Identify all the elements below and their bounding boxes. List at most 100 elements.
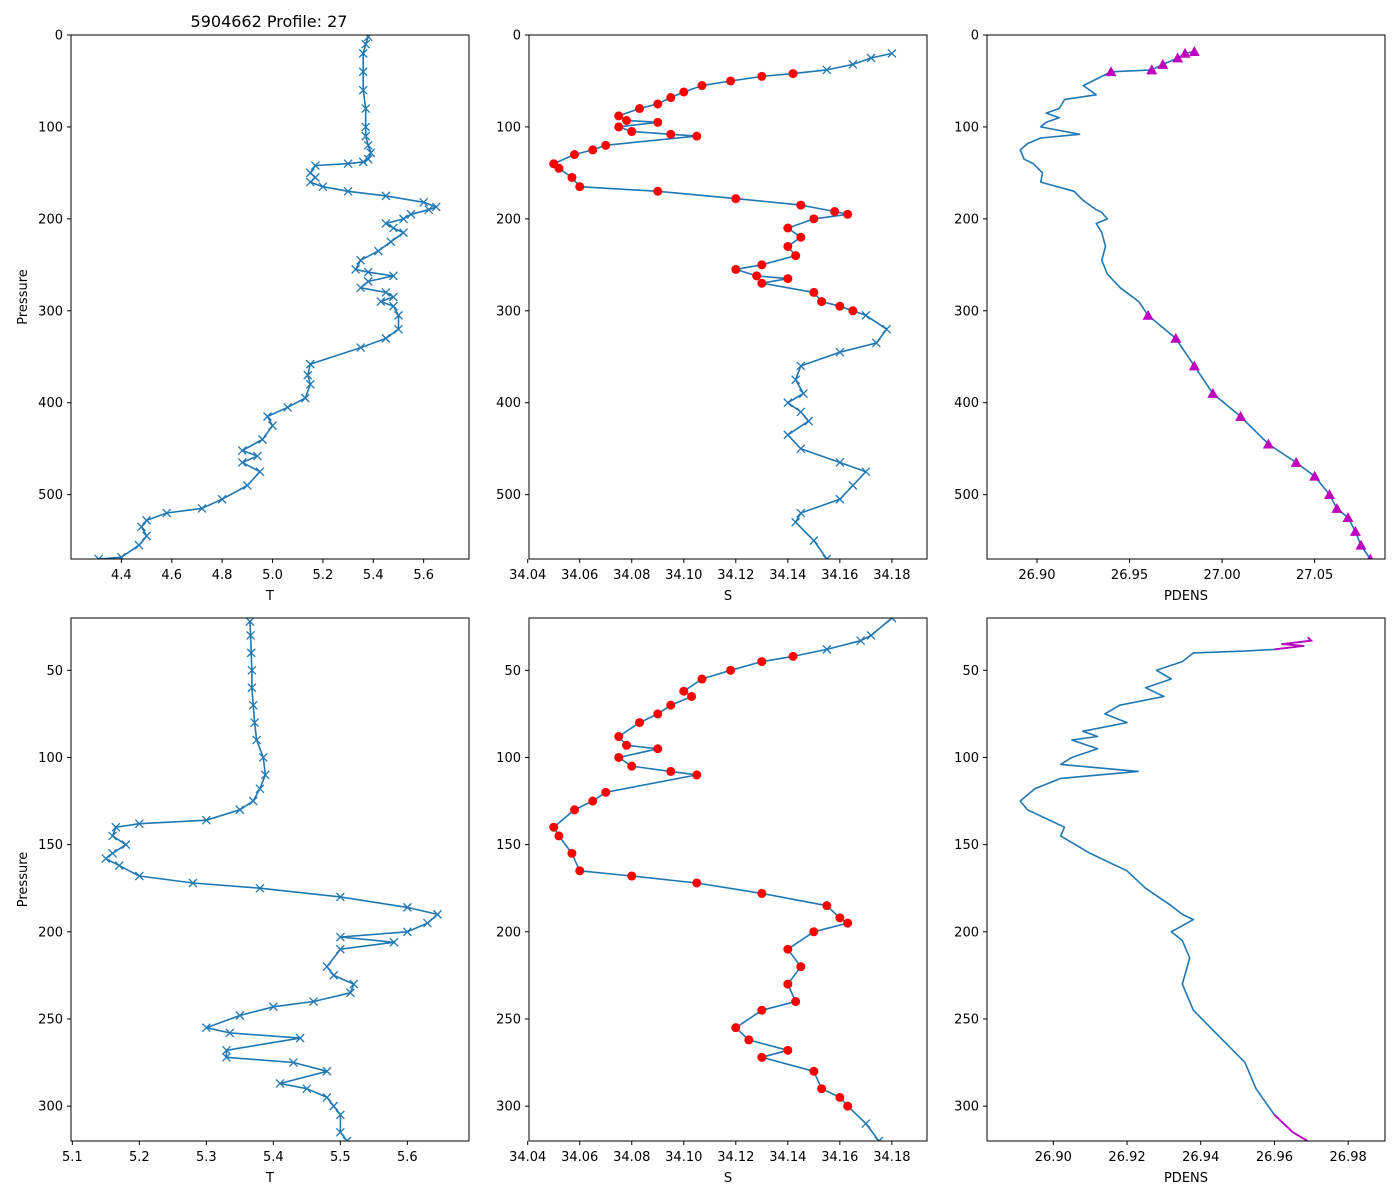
data-point-circle bbox=[783, 274, 793, 284]
data-point-x bbox=[356, 283, 366, 293]
data-point-circle bbox=[809, 1066, 819, 1076]
y-tick-label: 300 bbox=[954, 304, 979, 319]
x-axis-label: S bbox=[724, 589, 732, 604]
data-point-x bbox=[887, 618, 897, 623]
data-point-circle bbox=[653, 186, 663, 196]
data-point-circle bbox=[731, 1023, 741, 1033]
x-tick-label: 34.12 bbox=[717, 568, 754, 583]
data-point-x bbox=[798, 389, 808, 398]
data-point-triangle bbox=[1142, 309, 1154, 320]
data-point-x bbox=[366, 148, 376, 158]
data-point-circle bbox=[731, 194, 741, 204]
data-point-x bbox=[235, 1011, 245, 1020]
data-point-x bbox=[263, 412, 272, 421]
data-point-circle bbox=[622, 740, 632, 750]
data-point-circle bbox=[726, 665, 736, 675]
data-point-x bbox=[322, 962, 332, 972]
axes-frame bbox=[70, 34, 470, 560]
data-point-x bbox=[422, 918, 432, 928]
data-point-x bbox=[796, 444, 806, 454]
data-point-x bbox=[835, 458, 845, 467]
data-point-circle bbox=[614, 732, 624, 742]
data-point-x bbox=[783, 430, 793, 440]
data-point-circle bbox=[687, 691, 697, 701]
data-point-x bbox=[402, 927, 412, 937]
data-point-x bbox=[302, 1084, 312, 1094]
highlight-segment bbox=[1274, 636, 1314, 651]
x-axis-label: T bbox=[265, 1171, 274, 1186]
y-tick-label: 500 bbox=[38, 488, 63, 503]
y-tick-label: 150 bbox=[496, 838, 521, 853]
x-tick-label: 26.96 bbox=[1256, 1150, 1293, 1165]
data-point-triangle bbox=[1157, 58, 1169, 69]
data-point-circle bbox=[726, 76, 736, 86]
data-point-x bbox=[358, 157, 368, 167]
data-point-x bbox=[121, 840, 131, 850]
data-point-circle bbox=[692, 770, 702, 780]
highlight-segment bbox=[1273, 1114, 1309, 1141]
data-point-circle bbox=[757, 278, 767, 288]
data-point-circle bbox=[783, 944, 793, 954]
data-point-x bbox=[361, 131, 371, 141]
x-axis-label: S bbox=[724, 1171, 732, 1186]
y-axis-label: Pressure bbox=[16, 269, 31, 325]
data-point-x bbox=[260, 770, 270, 780]
x-tick-label: 34.06 bbox=[561, 568, 598, 583]
data-point-x bbox=[406, 209, 416, 219]
data-point-x bbox=[381, 191, 391, 201]
data-point-x bbox=[402, 902, 412, 912]
data-point-x bbox=[431, 202, 441, 212]
x-tick-label: 5.0 bbox=[262, 568, 283, 583]
data-point-x bbox=[399, 214, 408, 224]
data-point-circle bbox=[796, 962, 806, 972]
y-tick-label: 150 bbox=[954, 838, 979, 853]
data-point-triangle bbox=[1290, 456, 1302, 467]
data-point-x bbox=[358, 67, 368, 77]
data-point-x bbox=[363, 35, 373, 42]
data-point-circle bbox=[843, 209, 853, 219]
data-point-circle bbox=[692, 878, 702, 888]
data-point-x bbox=[255, 784, 265, 794]
data-point-x bbox=[342, 1136, 352, 1141]
x-tick-label: 26.90 bbox=[1035, 1150, 1072, 1165]
data-point-circle bbox=[588, 145, 598, 155]
data-point-triangle bbox=[1179, 47, 1191, 58]
data-point-x bbox=[225, 1028, 235, 1038]
x-tick-label: 4.6 bbox=[161, 568, 182, 583]
data-point-circle bbox=[757, 1052, 767, 1062]
data-point-circle bbox=[796, 200, 806, 210]
axes-frame bbox=[528, 34, 928, 560]
plot-area bbox=[94, 35, 441, 559]
data-point-circle bbox=[848, 306, 858, 316]
x-tick-label: 34.04 bbox=[509, 1150, 546, 1165]
data-point-circle bbox=[653, 744, 663, 754]
data-point-circle bbox=[783, 979, 793, 989]
data-point-x bbox=[257, 435, 267, 444]
data-point-circle bbox=[614, 122, 624, 132]
data-point-x bbox=[134, 871, 144, 881]
data-point-x bbox=[791, 375, 801, 385]
x-tick-label: 5.2 bbox=[313, 568, 334, 583]
y-tick-label: 300 bbox=[38, 304, 63, 319]
data-point-x bbox=[356, 343, 366, 353]
data-point-x bbox=[305, 177, 315, 187]
axes-frame bbox=[986, 34, 1386, 560]
axes-frame bbox=[70, 617, 470, 1142]
data-point-triangle bbox=[1323, 489, 1335, 500]
data-point-x bbox=[861, 1119, 871, 1129]
data-point-circle bbox=[601, 140, 611, 150]
data-point-x bbox=[363, 154, 373, 164]
data-point-x bbox=[394, 310, 403, 320]
data-point-triangle bbox=[1349, 525, 1361, 536]
data-point-x bbox=[255, 883, 265, 893]
data-point-x bbox=[134, 819, 144, 829]
data-point-circle bbox=[575, 866, 585, 876]
data-point-x bbox=[363, 140, 373, 150]
y-tick-label: 200 bbox=[38, 925, 63, 940]
x-axis-label: PDENS bbox=[1164, 589, 1208, 604]
axes-frame bbox=[986, 617, 1386, 1142]
x-tick-label: 4.4 bbox=[111, 568, 132, 583]
data-point-x bbox=[201, 1023, 211, 1033]
data-point-x bbox=[861, 310, 871, 320]
